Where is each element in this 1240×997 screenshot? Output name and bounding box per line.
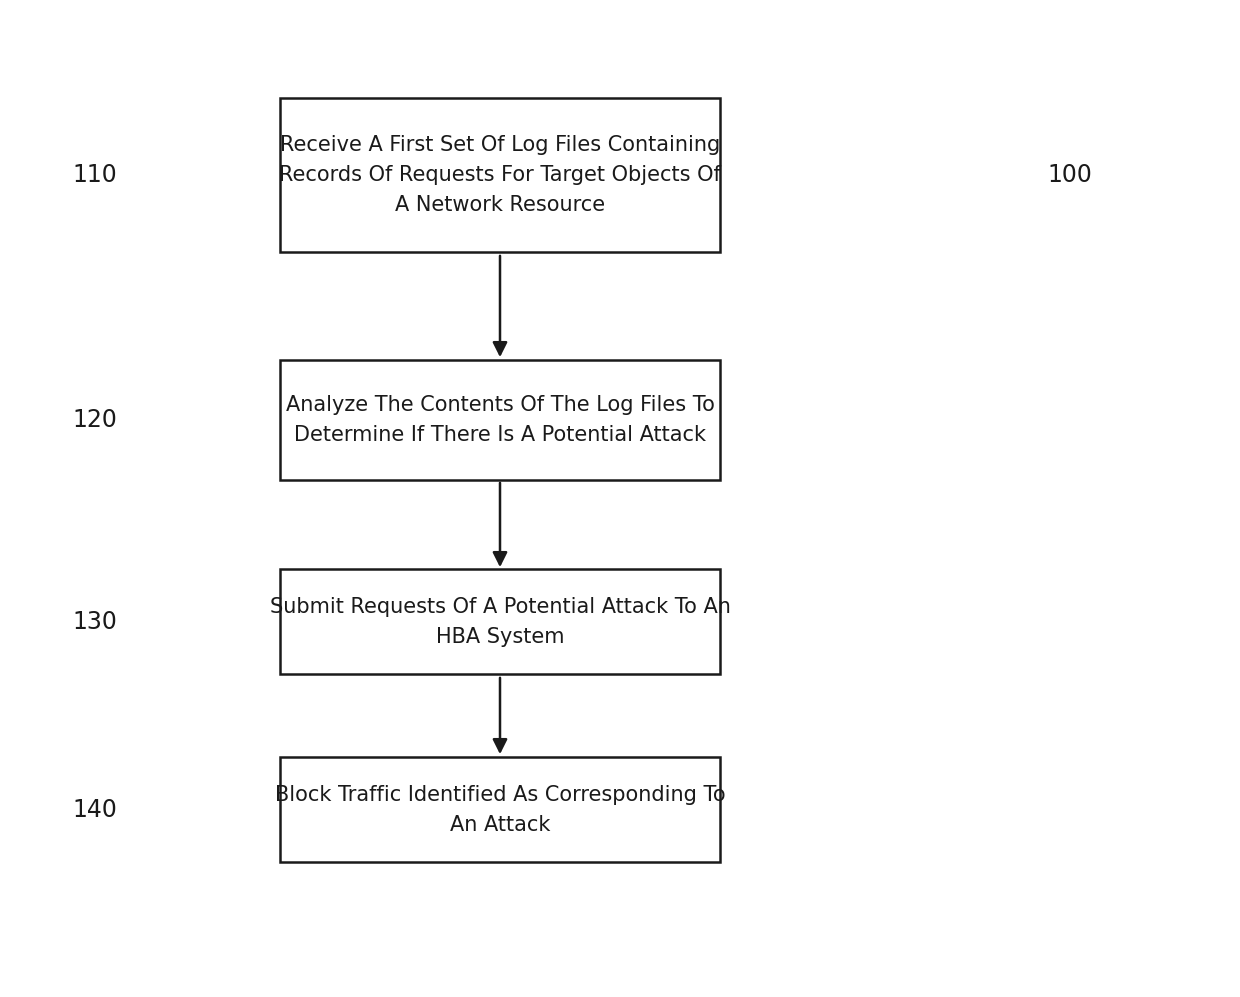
Bar [280, 360, 720, 480]
Text: Receive A First Set Of Log Files Containing
Records Of Requests For Target Objec: Receive A First Set Of Log Files Contain… [279, 136, 720, 214]
Text: 100: 100 [1048, 163, 1092, 187]
Text: 140: 140 [73, 798, 118, 822]
Bar [280, 758, 720, 862]
Text: Analyze The Contents Of The Log Files To
Determine If There Is A Potential Attac: Analyze The Contents Of The Log Files To… [285, 395, 714, 445]
Bar [280, 569, 720, 675]
Text: Submit Requests Of A Potential Attack To An
HBA System: Submit Requests Of A Potential Attack To… [269, 597, 730, 647]
Text: Block Traffic Identified As Corresponding To
An Attack: Block Traffic Identified As Correspondin… [275, 786, 725, 834]
Text: 120: 120 [73, 408, 118, 432]
Text: 110: 110 [73, 163, 118, 187]
Bar [280, 98, 720, 252]
Text: 130: 130 [73, 610, 118, 634]
